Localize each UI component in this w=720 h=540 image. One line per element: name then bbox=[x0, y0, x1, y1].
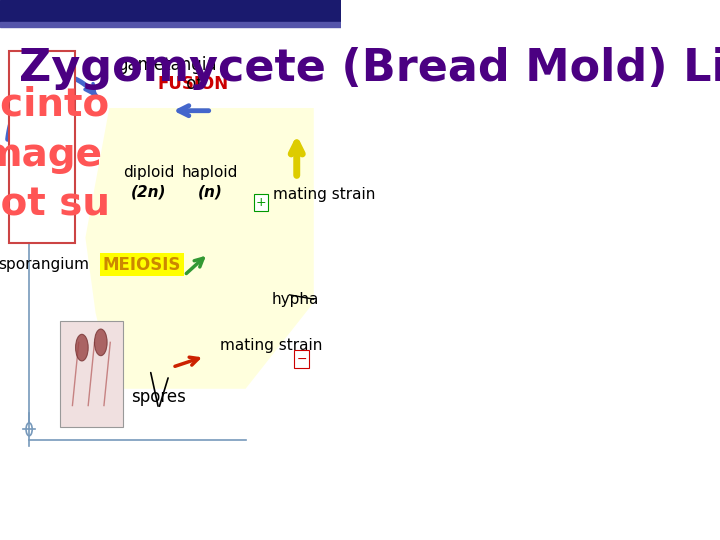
Bar bbox=[9, 51, 75, 243]
Text: mage: mage bbox=[0, 136, 102, 174]
Circle shape bbox=[76, 334, 88, 361]
Text: gametangia: gametangia bbox=[117, 56, 217, 74]
Text: Zygomycete (Bread Mold) Life Cycle: Zygomycete (Bread Mold) Life Cycle bbox=[19, 47, 720, 90]
Text: −: − bbox=[297, 353, 307, 366]
Text: mating strain: mating strain bbox=[273, 187, 375, 202]
Text: (2n): (2n) bbox=[131, 184, 166, 199]
Text: mating strain: mating strain bbox=[220, 338, 323, 353]
Circle shape bbox=[94, 329, 107, 356]
Text: (n): (n) bbox=[197, 184, 222, 199]
Text: MEIOSIS: MEIOSIS bbox=[102, 255, 181, 274]
Text: acinto: acinto bbox=[0, 86, 109, 124]
Text: diploid: diploid bbox=[122, 165, 174, 180]
Text: not su: not su bbox=[0, 186, 110, 224]
Text: haploid: haploid bbox=[181, 165, 238, 180]
Text: spores: spores bbox=[131, 388, 186, 406]
Text: +: + bbox=[256, 196, 266, 209]
Bar bbox=[0, 0, 341, 22]
Text: of: of bbox=[181, 75, 202, 93]
Bar bbox=[60, 321, 123, 427]
Text: FUSION: FUSION bbox=[158, 75, 229, 93]
Text: sporangium: sporangium bbox=[0, 257, 89, 272]
Bar bbox=[0, 22, 341, 27]
Polygon shape bbox=[86, 108, 314, 389]
Text: hypha: hypha bbox=[271, 292, 319, 307]
